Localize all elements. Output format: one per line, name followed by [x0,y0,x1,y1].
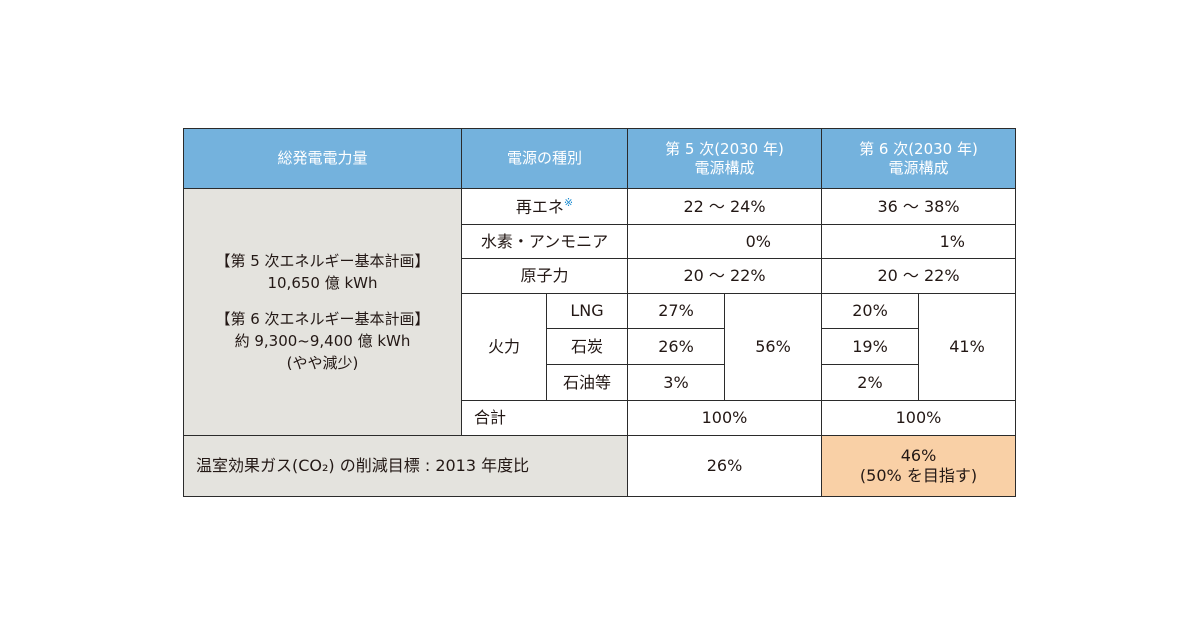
total-plan5: 100% [627,400,822,436]
lng-plan5: 27% [627,293,725,329]
renewable-note-mark: ※ [563,195,574,209]
renewable-label: 再エネ [515,197,564,217]
renewable-plan5: 22 ～ 24% [627,188,822,225]
hydrogen-plan6-cell: 1% [821,224,1016,259]
header-plan6-line1: 第 6 次(2030 年) [859,139,978,158]
row-label-thermal: 火力 [461,293,547,401]
row-label-hydrogen: 水素・アンモニア [461,224,628,259]
thermal-plan6-total: 41% [918,293,1016,401]
ghg-plan6: 46% (50% を目指す) [821,435,1016,497]
plan6-title: 【第 6 次エネルギー基本計画】 [215,310,430,328]
row-label-total: 合計 [461,400,628,436]
plan5-title: 【第 5 次エネルギー基本計画】 [215,252,430,270]
header-plan5-line2: 電源構成 [694,158,755,177]
header-plan6: 第 6 次(2030 年) 電源構成 [821,128,1016,189]
coal-plan6: 19% [821,328,919,365]
nuclear-plan5: 20 ～ 22% [627,258,822,294]
plan5-total-value: 10,650 億 kWh [267,274,378,292]
renewable-plan6: 36 ～ 38% [821,188,1016,225]
thermal-plan5-total: 56% [724,293,822,401]
row-label-renewable: 再エネ※ [461,188,628,225]
ghg-plan6-note: (50% を目指す) [859,466,978,485]
total-plan6: 100% [821,400,1016,436]
header-plan6-line2: 電源構成 [888,158,949,177]
nuclear-plan6: 20 ～ 22% [821,258,1016,294]
row-label-oil: 石油等 [546,364,628,401]
hydrogen-plan5-cell: 0% [627,224,822,259]
header-plan5: 第 5 次(2030 年) 電源構成 [627,128,822,189]
ghg-target-label: 温室効果ガス(CO₂) の削減目標 : 2013 年度比 [183,435,628,497]
header-total-generation: 総発電電力量 [183,128,462,189]
row-label-nuclear: 原子力 [461,258,628,294]
plan6-total-note: (やや減少) [286,354,359,372]
coal-plan5: 26% [627,328,725,365]
energy-mix-table: 総発電電力量 電源の種別 第 5 次(2030 年) 電源構成 第 6 次(20… [183,128,1016,497]
row-label-coal: 石炭 [546,328,628,365]
hydrogen-plan5: 0% [745,231,771,251]
total-generation-cell: 【第 5 次エネルギー基本計画】 10,650 億 kWh 【第 6 次エネルギ… [183,188,462,436]
ghg-plan6-value: 46% [900,446,937,465]
plan6-total-value: 約 9,300~9,400 億 kWh [234,332,411,350]
row-label-lng: LNG [546,293,628,329]
oil-plan6: 2% [821,364,919,401]
oil-plan5: 3% [627,364,725,401]
hydrogen-plan6: 1% [939,231,965,251]
lng-plan6: 20% [821,293,919,329]
ghg-plan5: 26% [627,435,822,497]
header-plan5-line1: 第 5 次(2030 年) [665,139,784,158]
header-source-type: 電源の種別 [461,128,628,189]
